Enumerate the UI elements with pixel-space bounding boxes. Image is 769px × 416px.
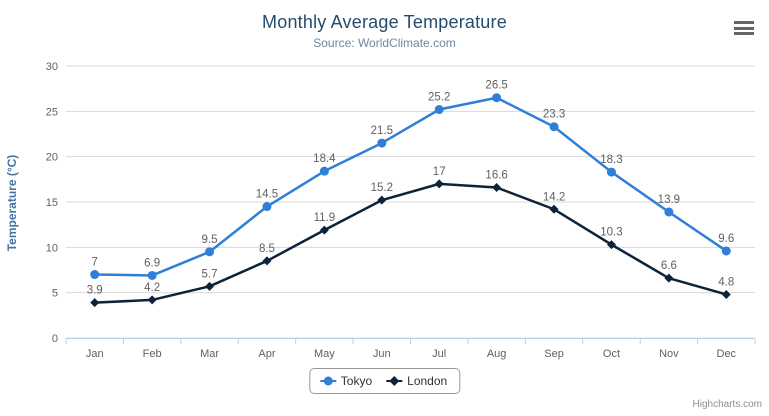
data-point-london[interactable] bbox=[492, 182, 502, 192]
data-point-tokyo[interactable] bbox=[549, 122, 559, 132]
tokyo-series-marker-icon bbox=[319, 375, 336, 387]
data-point-london[interactable] bbox=[319, 225, 329, 235]
data-point-tokyo[interactable] bbox=[492, 93, 502, 103]
y-tick-label: 10 bbox=[46, 242, 58, 254]
data-label: 4.2 bbox=[144, 282, 160, 294]
data-label: 10.3 bbox=[600, 227, 622, 239]
data-point-tokyo[interactable] bbox=[664, 207, 674, 217]
x-tick-label: Feb bbox=[143, 348, 162, 360]
chart-subtitle: Source: WorldClimate.com bbox=[313, 36, 456, 50]
y-tick-label: 15 bbox=[46, 197, 58, 209]
legend: Tokyo London bbox=[308, 368, 461, 394]
chart-title: Monthly Average Temperature bbox=[262, 12, 507, 32]
hamburger-menu-icon[interactable] bbox=[734, 21, 754, 35]
data-point-london[interactable] bbox=[434, 179, 444, 189]
data-label: 23.3 bbox=[543, 109, 565, 121]
data-point-tokyo[interactable] bbox=[721, 246, 731, 256]
data-point-tokyo[interactable] bbox=[147, 270, 157, 280]
data-label: 6.6 bbox=[661, 260, 677, 272]
data-label: 14.2 bbox=[543, 191, 565, 203]
data-label: 3.9 bbox=[87, 285, 103, 297]
data-label: 21.5 bbox=[371, 125, 393, 137]
legend-label-tokyo: Tokyo bbox=[340, 374, 373, 388]
data-label: 13.9 bbox=[658, 194, 680, 206]
data-point-tokyo[interactable] bbox=[434, 105, 444, 115]
x-tick-label: Oct bbox=[603, 348, 620, 360]
data-point-london[interactable] bbox=[606, 240, 616, 250]
data-label: 5.7 bbox=[202, 268, 218, 280]
menu-bar bbox=[734, 32, 754, 35]
data-point-tokyo[interactable] bbox=[377, 138, 387, 148]
data-label: 9.5 bbox=[202, 234, 218, 246]
series-line-tokyo bbox=[93, 96, 728, 277]
data-point-tokyo[interactable] bbox=[205, 247, 215, 257]
legend-label-london: London bbox=[407, 374, 448, 388]
legend-item-london[interactable]: London bbox=[386, 374, 447, 388]
menu-bar bbox=[734, 21, 754, 24]
data-point-london[interactable] bbox=[205, 281, 215, 291]
x-tick-label: Jan bbox=[86, 348, 104, 360]
x-tick-label: Dec bbox=[717, 348, 737, 360]
data-label: 8.5 bbox=[259, 243, 275, 255]
data-label: 16.6 bbox=[485, 169, 507, 181]
y-tick-label: 25 bbox=[46, 106, 58, 118]
data-point-london[interactable] bbox=[664, 273, 674, 283]
data-point-london[interactable] bbox=[147, 295, 157, 305]
data-point-london[interactable] bbox=[549, 204, 559, 214]
y-tick-label: 30 bbox=[46, 61, 58, 73]
x-tick-label: Mar bbox=[200, 348, 219, 360]
x-tick-label: May bbox=[314, 348, 335, 360]
x-tick-label: Jul bbox=[432, 348, 446, 360]
data-label: 26.5 bbox=[485, 80, 507, 92]
data-label: 17 bbox=[433, 166, 446, 178]
x-tick-label: Apr bbox=[258, 348, 275, 360]
data-point-london[interactable] bbox=[262, 256, 272, 266]
y-tick-label: 20 bbox=[46, 152, 58, 164]
data-label: 25.2 bbox=[428, 92, 450, 104]
data-label: 14.5 bbox=[256, 189, 278, 201]
x-tick-label: Aug bbox=[487, 348, 507, 360]
data-label: 9.6 bbox=[718, 233, 734, 245]
data-label: 11.9 bbox=[314, 212, 336, 224]
legend-item-tokyo[interactable]: Tokyo bbox=[319, 374, 373, 388]
data-label: 18.3 bbox=[600, 154, 622, 166]
credits-link[interactable]: Highcharts.com bbox=[692, 399, 762, 410]
data-point-tokyo[interactable] bbox=[319, 166, 329, 176]
data-point-tokyo[interactable] bbox=[90, 270, 100, 280]
x-tick-label: Sep bbox=[544, 348, 564, 360]
series-line-london bbox=[93, 182, 728, 304]
data-point-london[interactable] bbox=[90, 298, 100, 308]
x-tick-label: Jun bbox=[373, 348, 391, 360]
data-point-london[interactable] bbox=[377, 195, 387, 205]
data-label: 6.9 bbox=[144, 257, 160, 269]
data-label: 15.2 bbox=[371, 182, 393, 194]
y-axis-title: Temperature (°C) bbox=[5, 154, 19, 252]
data-label: 4.8 bbox=[718, 276, 734, 288]
y-tick-label: 5 bbox=[52, 288, 58, 300]
menu-bar bbox=[734, 26, 754, 30]
data-point-tokyo[interactable] bbox=[606, 167, 616, 177]
london-series-marker-icon bbox=[386, 375, 403, 387]
x-tick-label: Nov bbox=[659, 348, 679, 360]
data-label: 7 bbox=[92, 257, 98, 269]
data-label: 18.4 bbox=[313, 153, 336, 165]
data-point-tokyo[interactable] bbox=[262, 202, 272, 212]
data-point-london[interactable] bbox=[721, 289, 731, 299]
y-tick-label: 0 bbox=[52, 333, 58, 345]
